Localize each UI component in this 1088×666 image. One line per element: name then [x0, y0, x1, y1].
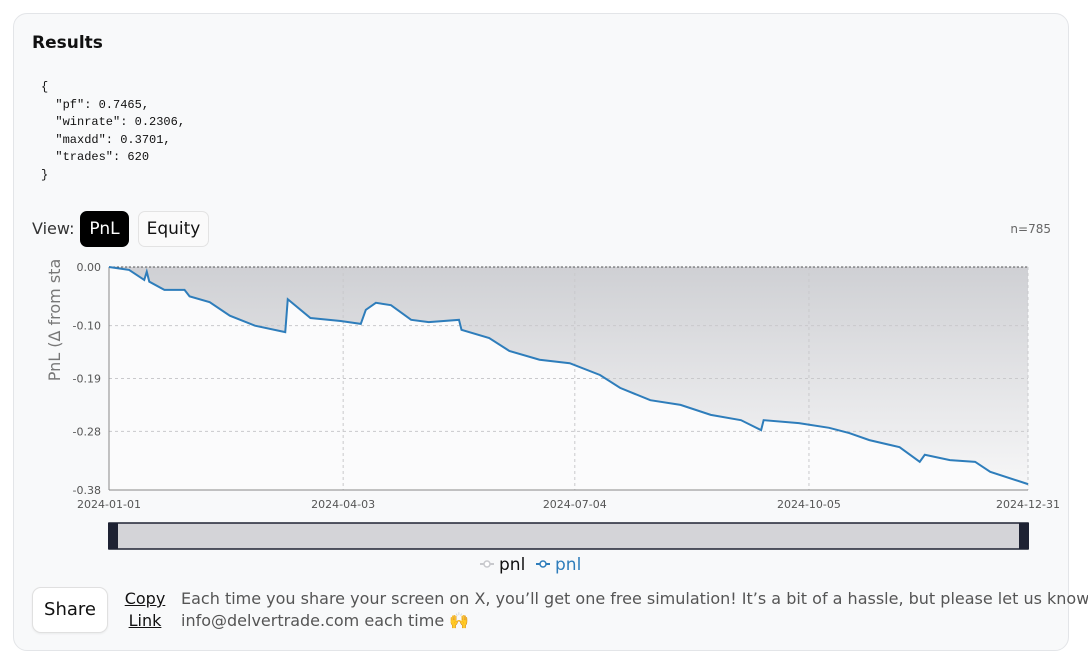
code-line: "pf": 0.7465, — [41, 97, 150, 112]
y-tick-label: -0.10 — [73, 320, 101, 333]
copy-link[interactable]: Link — [128, 611, 162, 630]
view-label: View: — [32, 219, 75, 238]
range-slider[interactable] — [108, 522, 1029, 550]
code-line: "winrate": 0.2306, — [41, 115, 186, 129]
code-line: "trades": 620 — [41, 150, 150, 164]
copy-link[interactable]: Copy — [124, 589, 166, 608]
area-fill — [109, 267, 1028, 485]
y-tick-label: 0.00 — [77, 261, 102, 274]
x-tick-label: 2024-10-05 — [777, 498, 841, 511]
y-tick-label: -0.19 — [73, 373, 101, 386]
count: n=785 — [1010, 222, 1051, 236]
range-handle[interactable] — [1019, 523, 1029, 549]
series-line — [108, 266, 1029, 486]
x-tick-label: 2024-04-03 — [311, 498, 375, 511]
pnl-button[interactable]: PnL — [80, 211, 129, 247]
equity-button[interactable]: Equity — [138, 211, 209, 247]
y-axis-label: PnL (Δ from sta — [45, 259, 64, 382]
legend-swatch — [539, 560, 547, 568]
legend-swatch — [483, 560, 491, 568]
x-tick-label: 2024-01-01 — [77, 498, 141, 511]
x-tick-label: 2024-07-04 — [543, 498, 607, 511]
legend: pnl pnl — [480, 555, 581, 575]
x-tick-label: 2024-12-31 — [996, 498, 1060, 511]
legend-label: pnl — [555, 555, 581, 575]
message: info@delvertrade.com each time 🙌 — [181, 611, 470, 630]
y-tick-label: -0.28 — [73, 425, 101, 438]
chart: PnL (Δ from sta 0.00 -0.10 -0.19 -0.28 -0.38… — [45, 259, 1060, 575]
code-line: { — [41, 80, 49, 94]
code-line: } — [41, 167, 49, 182]
title: Results — [32, 33, 103, 53]
legend-label: pnl — [499, 555, 525, 575]
y-tick-label: -0.38 — [73, 484, 101, 497]
code-line: "maxdd": 0.3701, — [41, 132, 171, 147]
message: Each time you share your screen on X, yo… — [181, 589, 1088, 608]
share-button[interactable]: Share — [32, 587, 108, 633]
range-handle[interactable] — [108, 523, 118, 549]
